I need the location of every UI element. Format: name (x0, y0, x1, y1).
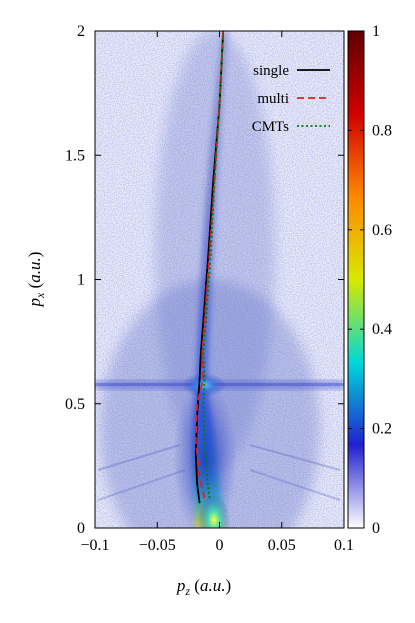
colorbar-tick-label: 1 (372, 23, 380, 40)
y-tick-label: 2 (77, 23, 85, 40)
x-tick-label: 0 (216, 537, 224, 554)
y-axis: 0 0.5 1 1.5 2 (65, 23, 344, 537)
x-axis: −0.1 −0.05 0 0.05 0.1 (80, 31, 354, 554)
y-tick-label: 0 (77, 520, 85, 537)
colorbar-tick-label: 0 (372, 520, 380, 537)
colorbar (347, 30, 365, 529)
legend-label: CMTs (252, 119, 289, 135)
colorbar-tick-label: 0.4 (372, 321, 392, 338)
y-axis-label: px (a.u.) (25, 252, 47, 308)
y-tick-label: 0.5 (65, 396, 85, 413)
colorbar-axis: 0 0.2 0.4 0.6 0.8 1 (348, 23, 392, 537)
x-tick-label: 0.1 (334, 537, 354, 554)
curves-layer (194, 31, 225, 504)
y-tick-label: 1 (77, 272, 85, 289)
colorbar-gradient (347, 30, 365, 529)
colorbar-tick-label: 0.6 (372, 222, 392, 239)
legend-label: single (253, 63, 289, 79)
series-line-cmts (202, 31, 225, 499)
x-tick-label: 0.05 (268, 537, 296, 554)
legend-label: multi (257, 91, 289, 107)
x-axis-label: pz (a.u.) (176, 576, 231, 598)
colorbar-tick-label: 0.8 (372, 122, 392, 139)
y-tick-label: 1.5 (65, 147, 85, 164)
legend: single multi CMTs (252, 63, 330, 135)
colorbar-tick-label: 0.2 (372, 421, 392, 438)
x-tick-label: −0.05 (139, 537, 176, 554)
x-tick-label: −0.1 (80, 537, 109, 554)
